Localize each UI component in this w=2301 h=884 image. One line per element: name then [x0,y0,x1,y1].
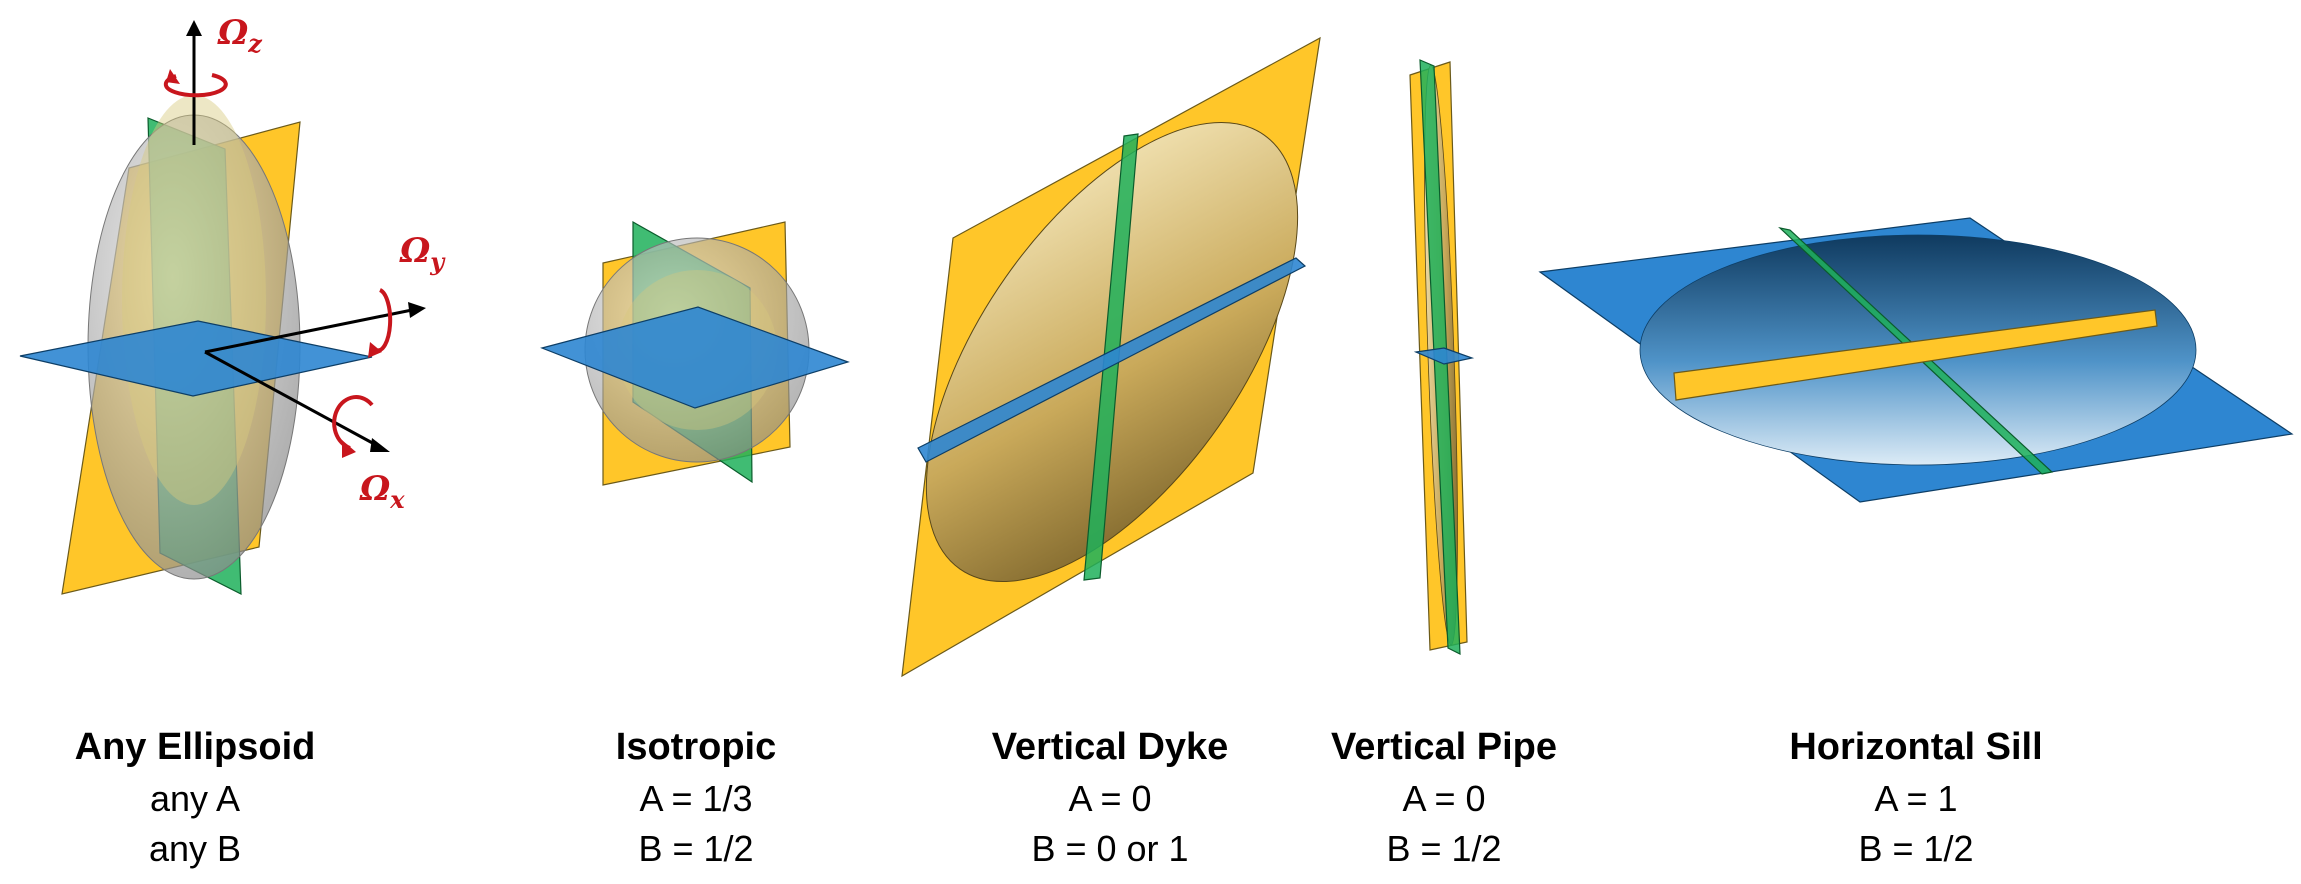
y-axis [204,308,413,354]
blue-plane [19,320,373,397]
panel-title: Any Ellipsoid [74,726,316,768]
panel-title: Horizontal Sill [1789,726,2043,768]
panel-param-b: B = 1/2 [1386,828,1502,869]
omega-x-label: Ωx [359,469,405,514]
panel-vertical-pipe [1409,59,1475,655]
caption-any-ellipsoid: Any Ellipsoid any A any B [0,720,405,874]
caption-isotropic: Isotropic A = 1/3 B = 1/2 [486,720,906,874]
rotation-z-icon [163,69,228,98]
panel-param-a: A = 0 [1402,778,1486,819]
z-axis-arrowhead [186,20,202,36]
omega-z-label: Ωz [217,13,263,58]
y-axis-arrowhead [408,302,426,318]
caption-vertical-dyke: Vertical Dyke A = 0 B = 0 or 1 [900,720,1320,874]
rotation-x-icon [332,395,374,458]
panel-param-b: B = 1/2 [638,828,754,869]
panel-param-a: A = 1 [1874,778,1958,819]
omega-y-label: Ωy [399,231,446,276]
panel-param-b: B = 1/2 [1858,828,1974,869]
caption-vertical-pipe: Vertical Pipe A = 0 B = 1/2 [1234,720,1654,874]
panel-title: Isotropic [615,726,777,768]
blue-plane [1413,347,1475,365]
panel-horizontal-sill [1538,217,2294,503]
caption-horizontal-sill: Horizontal Sill A = 1 B = 1/2 [1706,720,2126,874]
panel-any-ellipsoid: Ωz Ωy Ωx [19,13,446,595]
panel-param-a: A = 1/3 [639,778,753,819]
ellipsoid-section [122,95,266,505]
panel-param-a: A = 0 [1068,778,1152,819]
panel-param-a: any A [149,778,241,819]
yellow-plane [1673,309,2158,401]
panel-title: Vertical Dyke [991,726,1229,768]
rotation-y-icon [368,288,393,358]
panel-title: Vertical Pipe [1330,726,1557,768]
blue-plane [917,257,1307,463]
panel-param-b: any B [148,828,242,869]
x-axis [204,350,379,448]
x-axis-arrowhead [370,438,390,452]
panel-param-b: B = 0 or 1 [1031,828,1189,869]
panel-isotropic [540,220,850,486]
panel-vertical-dyke [901,36,1321,678]
blue-plane [540,306,850,409]
